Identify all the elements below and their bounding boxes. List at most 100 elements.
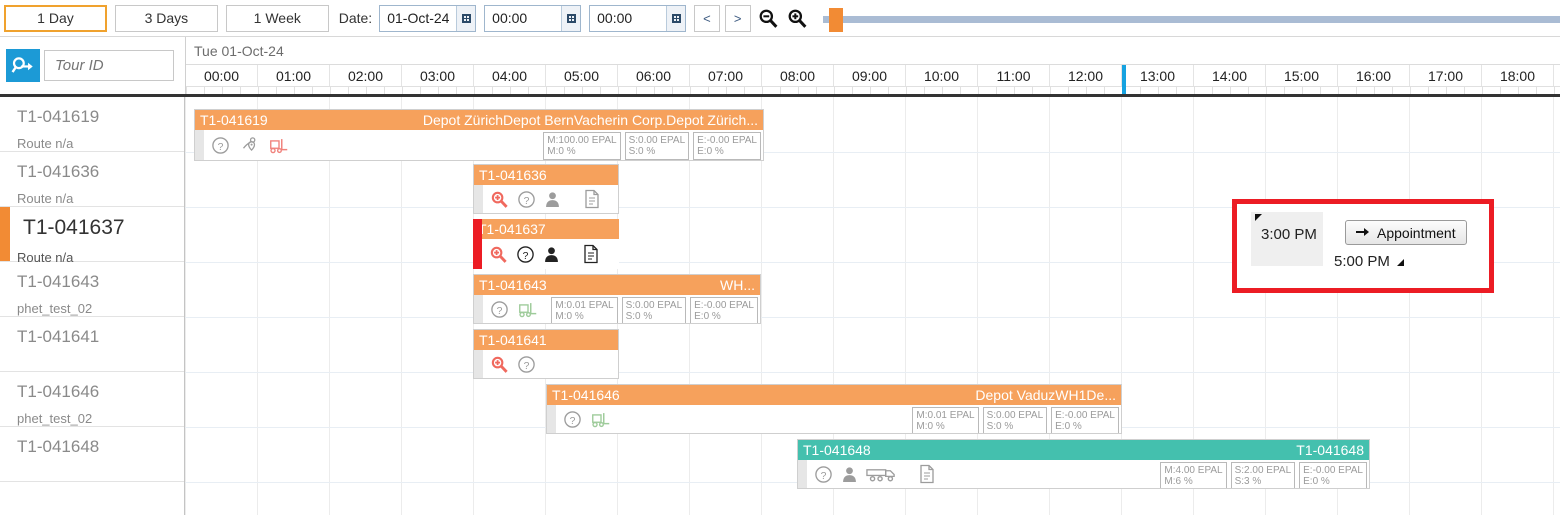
question-circle-icon[interactable]: ? [517, 355, 536, 374]
time-from-picker-icon[interactable] [561, 5, 581, 31]
zoom-out-icon[interactable] [755, 4, 782, 32]
tour-route-label: phet_test_02 [17, 411, 93, 426]
gantt-task-T1-041643[interactable]: T1-041643 WH...? M:0.01 EPAL M:0 % S:0.00 EP… [473, 274, 761, 324]
date-field[interactable] [379, 4, 477, 32]
badge-line-2: M:0 % [555, 311, 584, 322]
range-button-1-week[interactable]: 1 Week [225, 4, 329, 32]
zoom-slider[interactable] [823, 5, 1560, 32]
appointment-button[interactable]: Appointment [1345, 220, 1467, 245]
tour-row-label-T1-041641[interactable]: T1-041641 [0, 317, 184, 372]
person-icon[interactable] [841, 465, 858, 484]
current-time-marker [1122, 65, 1126, 94]
date-input[interactable] [380, 10, 457, 26]
gantt-task-bar[interactable]: T1-041637 [473, 219, 619, 239]
range-button-1-day-label: 1 Day [37, 10, 74, 26]
svg-text:?: ? [497, 305, 503, 316]
search-input[interactable] [44, 50, 174, 81]
badge-line-1: M:0.01 EPAL [916, 410, 975, 421]
gantt-task-T1-041619[interactable]: T1-041619 Depot ZürichDepot BernVacherin … [194, 109, 764, 161]
badge-line-2: E:0 % [697, 146, 724, 157]
badge-line-2: S:0 % [625, 311, 653, 322]
forklift-green-icon[interactable] [517, 300, 539, 319]
time-to-picker-icon[interactable] [666, 5, 686, 31]
truck-trailer-icon[interactable] [866, 465, 896, 484]
tour-row-label-T1-041646[interactable]: T1-041646 phet_test_02 [0, 372, 184, 427]
question-circle-icon[interactable]: ? [516, 245, 535, 264]
gantt-task-T1-041646[interactable]: T1-041646 Depot VaduzWH1De...? M:0.01 EPAL… [546, 384, 1122, 434]
gantt-task-stops-label: Depot ZürichDepot BernVacherin Corp.Depo… [422, 112, 758, 128]
gantt-task-bar[interactable]: T1-041643 WH... [474, 275, 760, 295]
gantt-task-body: ? M:0.01 EPAL M:0 % S:0.00 EPAL S:0 % E:-0.00… [547, 405, 1121, 433]
timeline-subtick [744, 87, 745, 94]
tour-row-label-T1-041619[interactable]: T1-041619 Route n/a [0, 97, 184, 152]
time-from-input[interactable] [485, 10, 562, 26]
question-circle-icon[interactable]: ? [814, 465, 833, 484]
zoom-in-red-icon[interactable] [490, 190, 509, 209]
forklift-red-icon[interactable] [268, 136, 290, 155]
tour-route-label: phet_test_02 [17, 301, 93, 316]
person-icon[interactable] [544, 190, 561, 209]
gantt-task-badge: M:0.01 EPAL M:0 % [551, 297, 618, 323]
timeline-subtick [1356, 87, 1357, 94]
time-from-field[interactable] [484, 4, 582, 32]
forklift-green-icon[interactable] [590, 410, 612, 429]
next-button[interactable]: > [724, 4, 751, 32]
tour-row-label-T1-041637[interactable]: T1-041637 Route n/a [0, 207, 184, 264]
search-go-icon[interactable] [6, 49, 40, 82]
tour-id-label: T1-041646 [17, 382, 100, 401]
zoom-slider-track[interactable] [823, 15, 1560, 23]
timeline-subtick [1014, 87, 1015, 94]
selection-handle-top-left[interactable] [1255, 214, 1262, 221]
gantt-task-bar[interactable]: T1-041636 [474, 165, 618, 185]
zoom-in-icon[interactable] [784, 4, 811, 32]
document-icon[interactable] [918, 464, 936, 484]
zoom-in-red-icon[interactable] [489, 245, 508, 264]
prev-button[interactable]: < [694, 4, 720, 32]
person-icon[interactable] [543, 245, 560, 264]
question-circle-icon[interactable]: ? [517, 190, 536, 209]
gantt-task-body: ? [473, 239, 619, 269]
gantt-task-stops-label: WH... [720, 277, 755, 293]
selection-handle-bottom-right[interactable] [1397, 259, 1404, 266]
gantt-task-T1-041641[interactable]: T1-041641? [473, 329, 619, 379]
timeline-subtick [960, 87, 961, 94]
zoom-slider-handle[interactable] [829, 7, 844, 32]
timeline-subtick [276, 87, 277, 94]
document-icon[interactable] [583, 189, 601, 209]
tour-row-label-T1-041648[interactable]: T1-041648 [0, 427, 184, 482]
question-circle-icon[interactable]: ? [563, 410, 582, 429]
gantt-task-bar[interactable]: T1-041646 Depot VaduzWH1De... [547, 385, 1121, 405]
timeline-subtick [1140, 87, 1141, 94]
document-icon[interactable] [582, 244, 600, 264]
time-to-input[interactable] [590, 10, 667, 26]
tour-id-label [17, 482, 184, 493]
date-picker-icon[interactable] [456, 5, 476, 31]
tour-row-label-T1-041636[interactable]: T1-041636 Route n/a [0, 152, 184, 207]
tour-row-label-T1-041643[interactable]: T1-041643 phet_test_02 [0, 262, 184, 317]
timeline-subtick [1518, 87, 1519, 94]
appointment-selection-overlay[interactable]: 3:00 PM 5:00 PM Appointment [1232, 199, 1494, 293]
gantt-task-T1-041637[interactable]: T1-041637? [473, 219, 619, 269]
gantt-task-T1-041648[interactable]: T1-041648 T1-041648? M:4.00 EPAL M:6 % S:2.0… [797, 439, 1370, 489]
gantt-task-bar[interactable]: T1-041641 [474, 330, 618, 350]
gantt-task-bar[interactable]: T1-041619 Depot ZürichDepot BernVacherin … [195, 110, 763, 130]
gantt-task-bar[interactable]: T1-041648 T1-041648 [798, 440, 1369, 460]
route-pin-icon[interactable] [238, 136, 260, 155]
gantt-chart-area[interactable]: T1-041619 Depot ZürichDepot BernVacherin … [185, 97, 1560, 515]
timeline-hour-0000: 00:00 [186, 65, 258, 86]
question-circle-icon[interactable]: ? [490, 300, 509, 319]
tour-id-label: T1-041619 [17, 107, 100, 126]
gantt-task-icons: ? [479, 244, 600, 264]
tour-row-label-empty[interactable] [0, 482, 184, 515]
question-circle-icon[interactable]: ? [211, 136, 230, 155]
gantt-task-badge: M:4.00 EPAL M:6 % [1160, 462, 1227, 488]
gantt-task-badge: E:-0.00 EPAL E:0 % [693, 132, 761, 160]
time-to-field[interactable] [589, 4, 687, 32]
timeline-subtick [1338, 87, 1339, 94]
gantt-vertical-gridline [1193, 97, 1194, 515]
zoom-in-red-icon[interactable] [490, 355, 509, 374]
gantt-task-T1-041636[interactable]: T1-041636? [473, 164, 619, 214]
range-button-1-day[interactable]: 1 Day [4, 4, 107, 32]
timeline-hour-0900: 09:00 [834, 65, 906, 86]
range-button-3-days[interactable]: 3 Days [114, 4, 218, 32]
